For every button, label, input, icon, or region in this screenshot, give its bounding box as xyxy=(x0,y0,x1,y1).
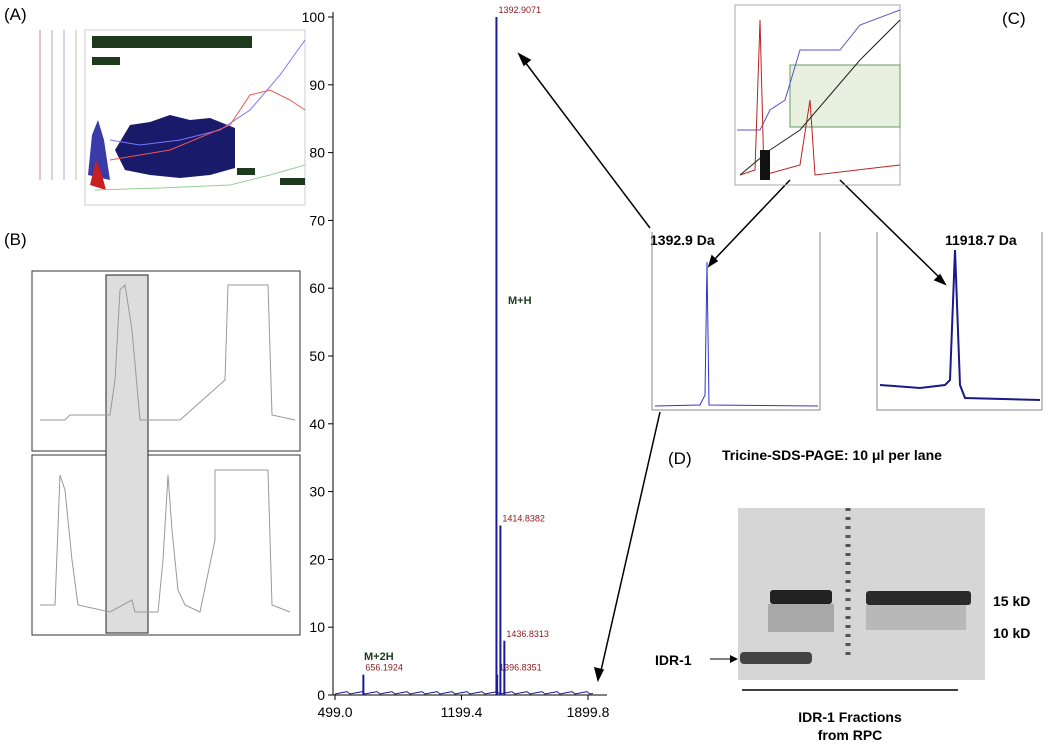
spectrum-label: 11918.7 Da xyxy=(945,232,1017,248)
peak-label: 1436.8313 xyxy=(506,629,549,639)
gel-caption: from RPC xyxy=(818,727,883,743)
y-tick-label: 0 xyxy=(317,687,325,703)
x-tick-label: 1199.4 xyxy=(441,704,483,720)
spectrum-label: 1392.9 Da xyxy=(650,232,715,248)
panel-a-plot xyxy=(39,29,306,206)
y-tick-label: 80 xyxy=(309,145,325,161)
y-tick-label: 40 xyxy=(309,416,325,432)
y-tick-label: 90 xyxy=(309,77,325,93)
x-tick-label: 499.0 xyxy=(317,704,352,720)
y-tick-label: 50 xyxy=(309,348,325,364)
gel-title: Tricine-SDS-PAGE: 10 μl per lane xyxy=(722,447,942,463)
gel xyxy=(738,508,985,680)
marker-label: 15 kD xyxy=(993,593,1030,609)
peak-label: 1396.8351 xyxy=(499,663,542,673)
y-tick-label: 30 xyxy=(309,484,325,500)
y-tick-label: 100 xyxy=(302,9,326,25)
peak-label: 1392.9071 xyxy=(498,5,541,15)
x-tick-label: 1899.8 xyxy=(567,704,610,720)
peak-label: 656.1924 xyxy=(365,663,403,673)
y-tick-label: 60 xyxy=(309,280,325,296)
annotation: M+H xyxy=(508,295,532,307)
panel-label: (A) xyxy=(4,5,27,24)
y-tick-label: 10 xyxy=(309,619,325,635)
panel-label: (C) xyxy=(1002,9,1026,28)
panel-c-chromatogram xyxy=(734,4,901,186)
marker-label: 10 kD xyxy=(993,625,1030,641)
y-tick-label: 20 xyxy=(309,551,325,567)
mass-spectrum: M+H M+2H 0 10 20 30 40 50 60 70 80 90 100 499.0 1199… xyxy=(302,5,610,720)
panel-c-spectra xyxy=(651,232,1043,411)
peak-label: 1414.8382 xyxy=(502,514,545,524)
y-tick-label: 70 xyxy=(309,212,325,228)
panel-label: (D) xyxy=(668,449,692,468)
panel-label: (B) xyxy=(4,230,27,249)
annotation: M+2H xyxy=(364,651,394,663)
gel-caption: IDR-1 Fractions xyxy=(798,709,902,725)
connector-arrows xyxy=(517,52,947,683)
baseline-noise xyxy=(334,691,594,695)
panel-b-plots xyxy=(31,270,301,636)
band-label: IDR-1 xyxy=(655,652,692,668)
band-arrow xyxy=(710,655,738,663)
